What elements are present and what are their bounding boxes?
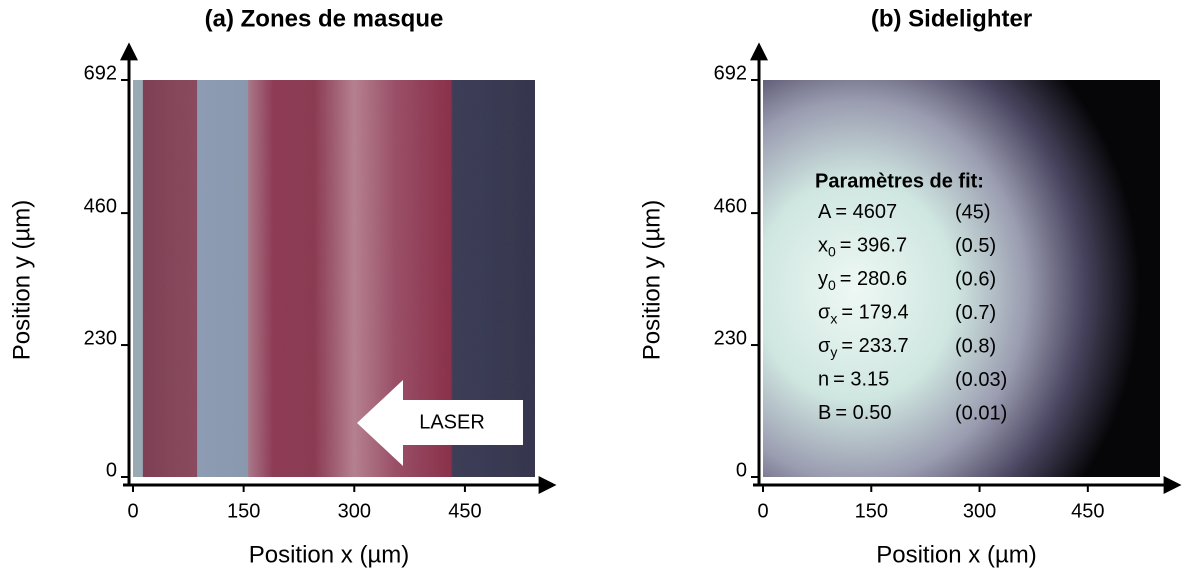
y-tick-label: 460 [714, 195, 747, 217]
fit-subscript: 0 [828, 277, 836, 293]
fit-symbol: x [818, 235, 828, 257]
y-tick-label: 692 [84, 62, 117, 84]
laser-label: LASER [419, 411, 485, 433]
fit-error: (0.01) [955, 402, 1007, 424]
fit-value: = 233.7 [841, 335, 908, 357]
fit-value: = 0.50 [835, 402, 891, 424]
x-tick-label: 0 [127, 500, 138, 522]
fit-value: = 280.6 [840, 268, 907, 290]
x-tick-label: 300 [963, 500, 996, 522]
fit-row: σx = 179.4 [818, 302, 909, 326]
fit-error: (0.8) [955, 335, 996, 357]
fit-row: A = 4607 [818, 201, 897, 223]
fit-subscript: x [830, 310, 837, 326]
y-tick-label: 0 [736, 459, 747, 481]
x-tick-label: 450 [448, 500, 481, 522]
x-tick-label: 0 [757, 500, 768, 522]
fit-error: (0.03) [955, 369, 1007, 391]
fit-row: σy = 233.7 [818, 335, 909, 359]
fit-symbol: σ [818, 335, 831, 357]
y-tick-label: 230 [84, 327, 117, 349]
fit-error: (0.5) [955, 235, 996, 257]
x-axis-label: Position x (µm) [249, 541, 410, 568]
fit-row: B = 0.50 [818, 402, 892, 424]
chart-title: (a) Zones de masque [205, 5, 444, 32]
fit-subscript: y [830, 344, 837, 360]
x-tick-label: 150 [855, 500, 888, 522]
x-tick-label: 150 [227, 500, 260, 522]
fit-title: Paramètres de fit: [815, 170, 984, 192]
fit-value: = 396.7 [840, 235, 907, 257]
y-axis-label: Position y (µm) [638, 200, 665, 361]
fit-error: (0.7) [955, 302, 996, 324]
fit-symbol: σ [818, 302, 831, 324]
fit-error: (45) [955, 201, 991, 223]
fit-row: n = 3.15 [818, 369, 889, 391]
fit-value: = 3.15 [833, 369, 889, 391]
y-axis-label: Position y (µm) [8, 200, 35, 361]
fit-symbol: B [818, 402, 831, 424]
fit-value: = 4607 [835, 201, 897, 223]
fit-row: x0 = 396.7 [818, 235, 907, 259]
fit-symbol: y [818, 268, 828, 290]
y-tick-label: 230 [714, 327, 747, 349]
x-axis-label: Position x (µm) [876, 541, 1037, 568]
fit-row: y0 = 280.6 [818, 268, 907, 292]
fit-symbol: n [818, 369, 829, 391]
laser-arrow [357, 380, 523, 466]
fit-symbol: A [818, 201, 832, 223]
fit-value: = 179.4 [841, 302, 908, 324]
sidelighter-image [763, 80, 1160, 477]
fit-subscript: 0 [828, 243, 836, 259]
y-tick-label: 0 [106, 459, 117, 481]
chart-title: (b) Sidelighter [871, 5, 1032, 32]
x-tick-label: 450 [1071, 500, 1104, 522]
fit-error: (0.6) [955, 268, 996, 290]
x-tick-label: 300 [338, 500, 371, 522]
y-tick-label: 460 [84, 195, 117, 217]
y-tick-label: 692 [714, 62, 747, 84]
